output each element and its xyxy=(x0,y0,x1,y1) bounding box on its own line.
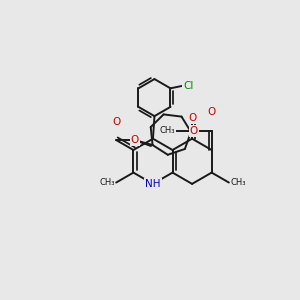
Text: O: O xyxy=(190,126,198,136)
Text: O: O xyxy=(208,107,216,117)
Text: O: O xyxy=(188,113,196,123)
Text: CH₃: CH₃ xyxy=(160,126,176,135)
Text: Cl: Cl xyxy=(183,81,194,91)
Text: O: O xyxy=(130,135,139,145)
Text: O: O xyxy=(112,117,120,127)
Text: NH: NH xyxy=(145,179,161,189)
Text: CH₃: CH₃ xyxy=(230,178,246,187)
Text: CH₃: CH₃ xyxy=(99,178,115,187)
